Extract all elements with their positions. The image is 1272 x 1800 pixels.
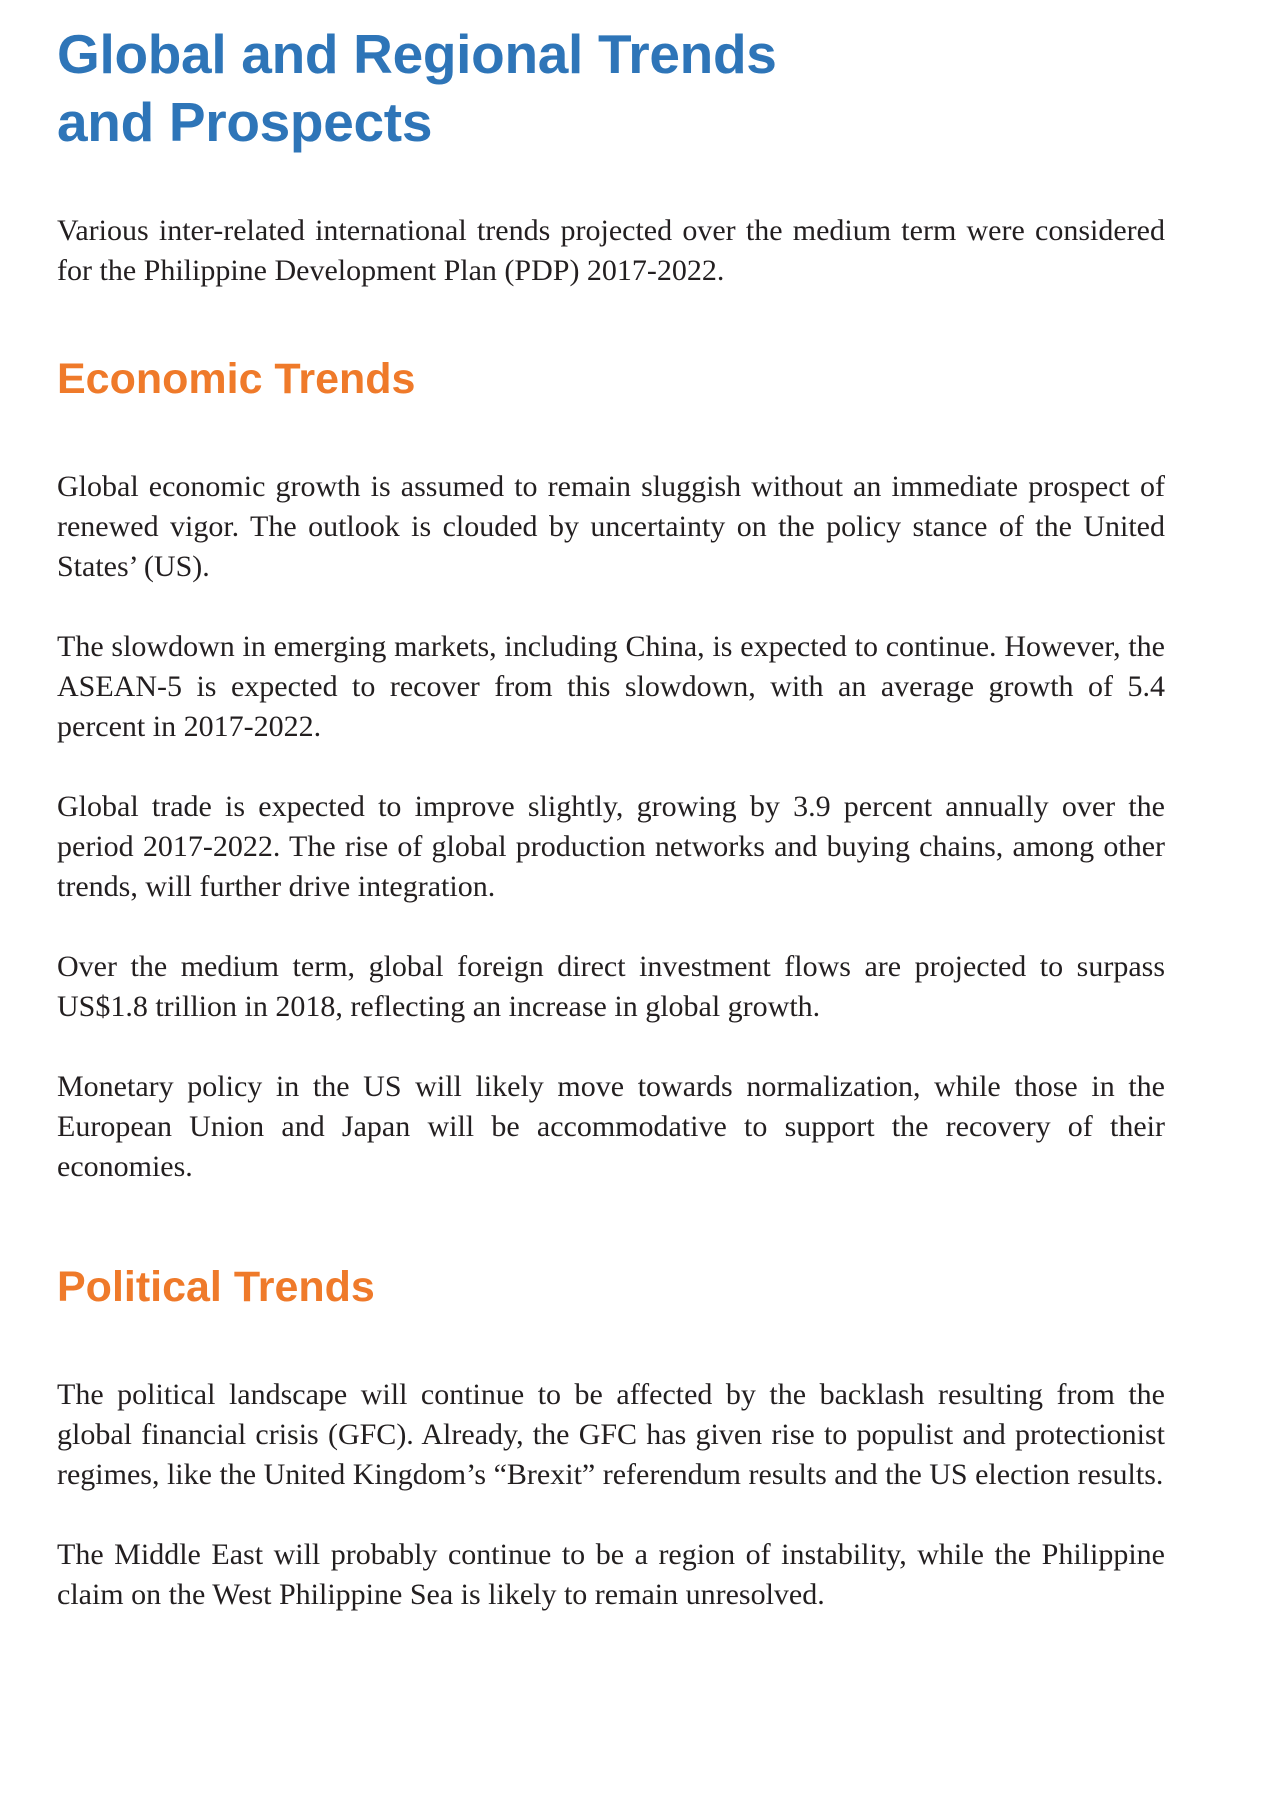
page-title-line-2: and Prospects — [57, 91, 433, 153]
political-paragraph-2: The Middle East will probably continue t… — [57, 1538, 1165, 1611]
economic-paragraph-5: Monetary policy in the US will likely mo… — [57, 1070, 1165, 1183]
page-title-line-1: Global and Regional Trends — [57, 23, 777, 85]
economic-paragraph-2: The slowdown in emerging markets, includ… — [57, 630, 1165, 743]
economic-paragraph-3: Global trade is expected to improve slig… — [57, 790, 1165, 903]
intro-paragraph: Various inter-related international tren… — [57, 214, 1165, 287]
economic-paragraph-4: Over the medium term, global foreign dir… — [57, 950, 1165, 1023]
political-trends-heading: Political Trends — [57, 1263, 375, 1311]
political-paragraph-1: The political landscape will continue to… — [57, 1378, 1165, 1491]
page-title: Global and Regional Trends and Prospects — [57, 20, 1165, 156]
economic-paragraph-1: Global economic growth is assumed to rem… — [57, 470, 1165, 583]
document-page: Global and Regional Trends and Prospects… — [57, 20, 1165, 1615]
economic-trends-heading: Economic Trends — [57, 355, 416, 403]
